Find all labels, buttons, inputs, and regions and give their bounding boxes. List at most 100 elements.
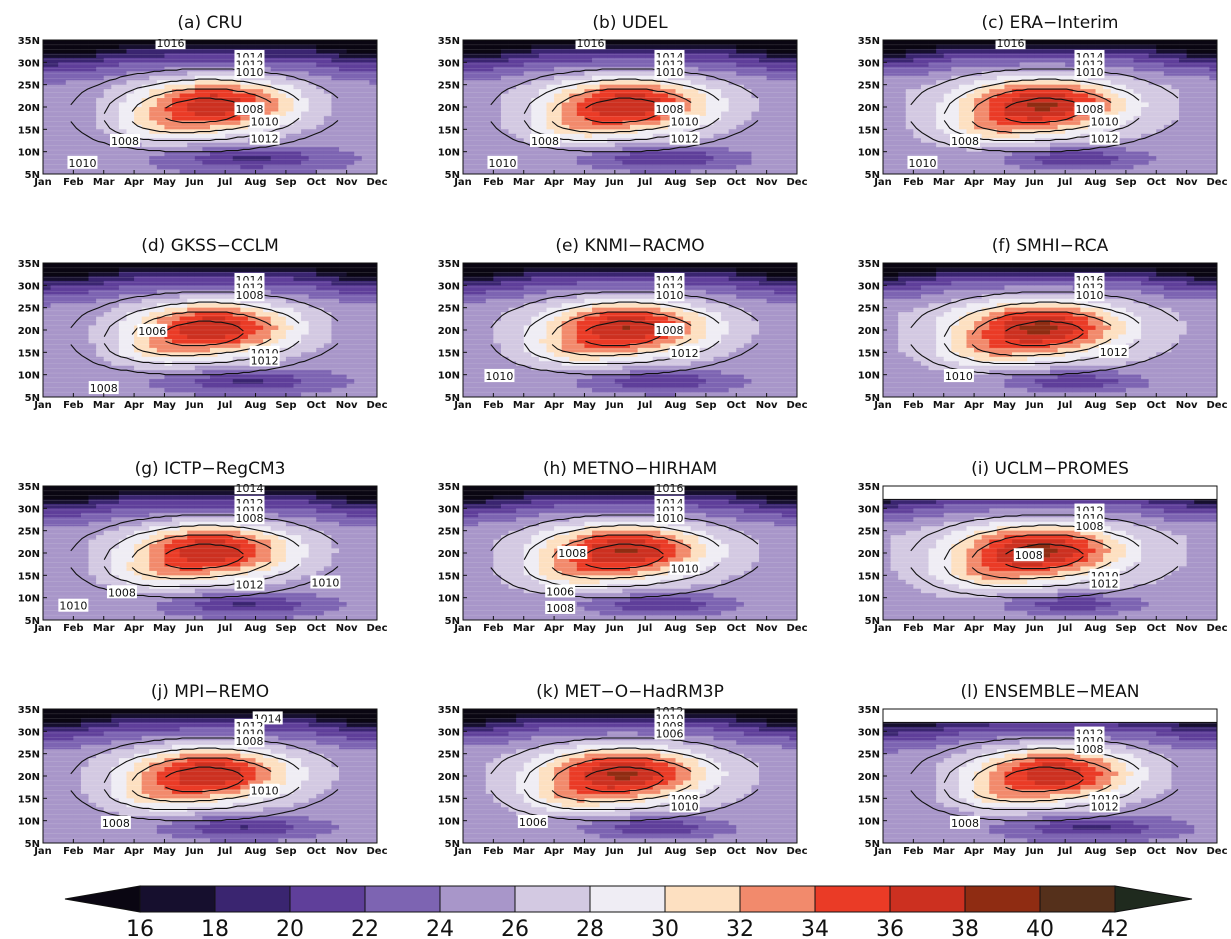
heat-cell — [1186, 169, 1195, 174]
heat-cell — [1050, 98, 1058, 103]
heat-cell — [354, 138, 363, 144]
heat-cell — [622, 53, 631, 59]
heat-cell — [736, 44, 745, 50]
heat-cell — [172, 347, 181, 353]
heat-cell — [1118, 165, 1127, 170]
heat-cell — [331, 66, 340, 72]
heat-cell — [698, 156, 707, 161]
heat-cell — [172, 365, 181, 371]
heat-cell — [1141, 160, 1150, 166]
heat-cell — [951, 102, 960, 108]
heat-cell — [354, 57, 363, 63]
heat-cell — [156, 66, 165, 72]
heat-cell — [1171, 111, 1180, 117]
heat-cell — [698, 44, 707, 50]
heat-cell — [463, 111, 471, 117]
heat-cell — [1087, 160, 1096, 166]
heat-cell — [943, 151, 952, 157]
heat-cell — [622, 169, 631, 174]
heat-cell — [1141, 40, 1150, 45]
heat-cell — [1050, 71, 1058, 77]
heat-cell — [538, 98, 547, 103]
heat-cell — [958, 53, 967, 59]
heat-cell — [766, 138, 775, 144]
heat-cell — [339, 71, 348, 77]
heat-cell — [141, 361, 150, 367]
heat-cell — [194, 263, 203, 268]
heat-cell — [80, 379, 89, 384]
heat-cell — [43, 365, 51, 371]
heat-cell — [1133, 71, 1142, 77]
heat-cell — [493, 107, 502, 112]
heat-cell — [354, 169, 363, 174]
heat-cell — [210, 165, 218, 170]
heat-cell — [561, 62, 570, 68]
heat-cell — [134, 165, 143, 170]
heat-cell — [164, 280, 173, 286]
heat-cell — [141, 294, 150, 300]
heat-cell — [149, 129, 158, 135]
heat-cell — [683, 151, 692, 157]
heat-cell — [103, 330, 112, 335]
heat-cell — [759, 84, 768, 90]
heat-cell — [96, 303, 105, 309]
contour-label: 1010 — [1075, 66, 1103, 79]
heat-cell — [1004, 111, 1013, 117]
heat-cell — [508, 169, 517, 174]
heat-cell — [920, 57, 929, 63]
heat-cell — [65, 316, 74, 322]
heat-cell — [73, 93, 82, 99]
heat-cell — [561, 89, 570, 94]
heat-cell — [728, 53, 737, 59]
heat-cell — [217, 80, 226, 86]
heat-cell — [172, 338, 181, 344]
heat-cell — [58, 151, 67, 157]
heat-cell — [576, 147, 585, 153]
heat-cell — [65, 48, 74, 54]
heat-cell — [675, 169, 684, 174]
heat-cell — [1194, 75, 1203, 81]
heat-cell — [1156, 102, 1165, 108]
heat-cell — [179, 356, 188, 362]
heat-cell — [966, 169, 975, 174]
heat-cell — [1027, 133, 1036, 139]
heat-cell — [958, 147, 967, 153]
heat-cell — [781, 115, 790, 121]
heat-cell — [149, 392, 158, 397]
heat-cell — [645, 111, 654, 117]
heat-cell — [958, 71, 967, 77]
heat-cell — [943, 84, 952, 90]
heat-cell — [80, 84, 89, 90]
heat-cell — [96, 325, 105, 331]
heat-cell — [156, 89, 165, 94]
heat-cell — [705, 142, 714, 148]
heat-cell — [210, 379, 218, 384]
heat-cell — [369, 151, 377, 157]
heat-cell — [1087, 89, 1096, 94]
heat-cell — [346, 115, 355, 121]
heat-cell — [331, 102, 340, 108]
heat-cell — [156, 356, 165, 362]
heat-cell — [630, 102, 638, 108]
heat-cell — [210, 160, 218, 166]
heat-cell — [713, 98, 722, 103]
heat-cell — [781, 129, 790, 135]
heat-cell — [96, 75, 105, 81]
heat-cell — [65, 75, 74, 81]
heat-cell — [103, 93, 112, 99]
heat-cell — [43, 383, 51, 389]
heat-cell — [172, 84, 181, 90]
heat-cell — [1072, 142, 1081, 148]
heat-cell — [43, 98, 51, 103]
heat-cell — [569, 107, 578, 112]
heat-cell — [508, 111, 517, 117]
heat-cell — [936, 66, 945, 72]
heat-cell — [1194, 80, 1203, 86]
heat-cell — [538, 80, 547, 86]
heat-cell — [883, 48, 891, 54]
heat-cell — [1186, 138, 1195, 144]
heat-cell — [88, 138, 97, 144]
heat-cell — [156, 285, 165, 291]
heat-cell — [316, 44, 325, 50]
heat-cell — [278, 98, 287, 103]
